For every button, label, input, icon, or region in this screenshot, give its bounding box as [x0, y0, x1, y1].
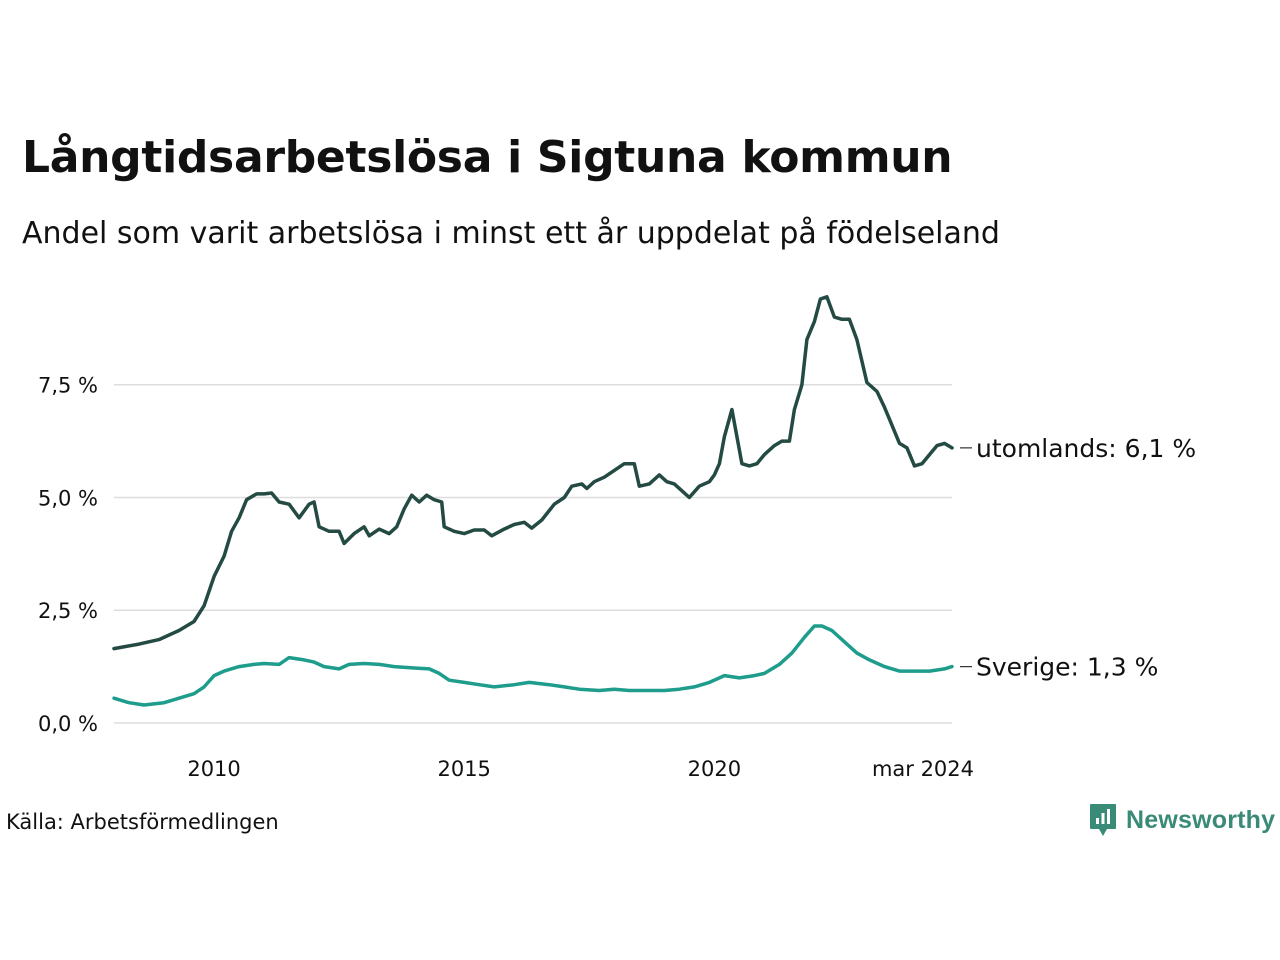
chart-subtitle: Andel som varit arbetslösa i minst ett å… — [22, 216, 1000, 251]
newsworthy-logo-icon — [1090, 804, 1116, 836]
y-tick-label: 7,5 % — [38, 374, 98, 398]
brand-logo[interactable]: Newsworthy — [1088, 802, 1275, 838]
source-note: Källa: Arbetsförmedlingen — [6, 810, 279, 834]
x-tick-label: mar 2024 — [872, 757, 974, 781]
y-tick-label: 5,0 % — [38, 486, 98, 510]
x-tick-label: 2010 — [187, 757, 240, 781]
brand-name: Newsworthy — [1126, 805, 1276, 834]
x-tick-label: 2015 — [437, 757, 490, 781]
x-tick-label: 2020 — [688, 757, 741, 781]
series-line-utomlands — [112, 295, 954, 651]
chart-title: Långtidsarbetslösa i Sigtuna kommun — [22, 132, 953, 183]
y-tick-label: 2,5 % — [38, 599, 98, 623]
y-tick-label: 0,0 % — [38, 712, 98, 736]
end-label-utomlands: utomlands: 6,1 % — [976, 434, 1196, 463]
series-line-sverige — [112, 624, 954, 707]
end-label-sverige: Sverige: 1,3 % — [976, 653, 1158, 682]
